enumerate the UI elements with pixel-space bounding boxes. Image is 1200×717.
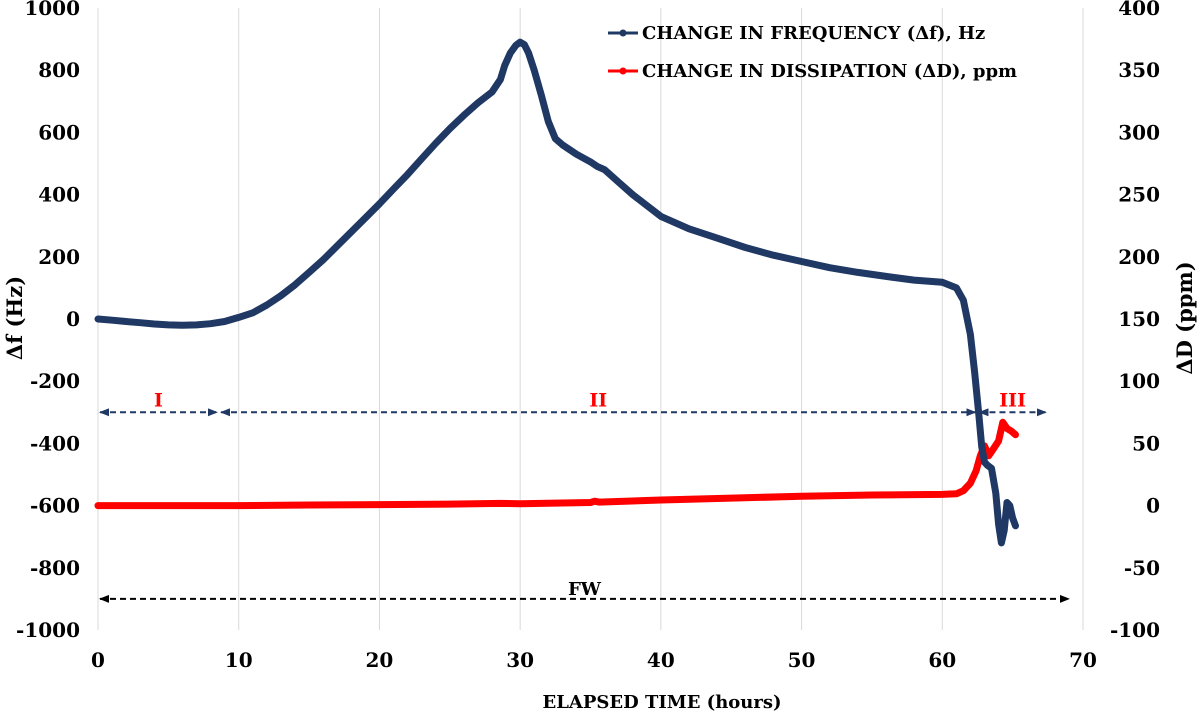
y2-axis-title: ΔD (ppm): [1172, 261, 1197, 374]
x-tick-label: 0: [91, 648, 105, 672]
y-tick-label: -600: [30, 494, 80, 518]
y2-axis-ticks: -100 -50 0 50 100 150 200 250 300 350 400: [1110, 0, 1160, 642]
y-tick-label: 600: [38, 120, 80, 144]
series-line-frequency: [94, 38, 1019, 547]
y-tick-label: 800: [38, 58, 80, 82]
y2-tick-label: 400: [1118, 0, 1160, 20]
x-tick-label: 50: [788, 648, 816, 672]
x-tick-label: 30: [506, 648, 534, 672]
y2-tick-label: -100: [1110, 618, 1160, 642]
y2-tick-label: 50: [1132, 431, 1160, 455]
y2-tick-label: 250: [1118, 183, 1160, 207]
x-tick-label: 70: [1069, 648, 1097, 672]
y-axis-ticks: -1000 -800 -600 -400 -200 0 200 400 600 800 1000: [16, 0, 80, 642]
region-label-1: I: [154, 389, 163, 411]
y-tick-label: -800: [30, 556, 80, 580]
region-label-3: III: [999, 389, 1026, 411]
x-axis-ticks: 0 10 20 30 40 50 60 70: [91, 648, 1097, 672]
y2-tick-label: 150: [1118, 307, 1160, 331]
legend-label-frequency: CHANGE IN FREQUENCY (Δf), Hz: [642, 23, 985, 44]
region-label-2: II: [589, 389, 607, 411]
x-tick-label: 10: [225, 648, 253, 672]
gridlines: [97, 8, 1084, 630]
y-axis-title: Δf (Hz): [2, 276, 27, 360]
series-line-dissipation: [94, 418, 1019, 510]
legend-marker-dissipation: [619, 67, 627, 75]
y2-tick-label: 350: [1118, 58, 1160, 82]
y-tick-label: 400: [38, 183, 80, 207]
x-tick-label: 20: [366, 648, 394, 672]
y2-tick-label: 300: [1118, 120, 1160, 144]
legend-marker-frequency: [619, 29, 627, 37]
y2-tick-label: 100: [1118, 369, 1160, 393]
y2-tick-label: 0: [1146, 494, 1160, 518]
legend-label-dissipation: CHANGE IN DISSIPATION (ΔD), ppm: [642, 61, 1017, 82]
y-tick-label: -400: [30, 431, 80, 455]
y2-tick-label: -50: [1124, 556, 1160, 580]
y-tick-label: 0: [66, 307, 80, 331]
x-axis-title: ELAPSED TIME (hours): [542, 692, 781, 713]
y2-tick-label: 200: [1118, 245, 1160, 269]
y-tick-label: -1000: [16, 618, 80, 642]
legend: CHANGE IN FREQUENCY (Δf), Hz CHANGE IN D…: [608, 23, 1017, 82]
y-tick-label: 1000: [24, 0, 80, 20]
y-tick-label: -200: [30, 369, 80, 393]
fw-span-label: FW: [568, 579, 602, 600]
x-tick-label: 40: [647, 648, 675, 672]
y-tick-label: 200: [38, 245, 80, 269]
x-tick-label: 60: [928, 648, 956, 672]
series-layer: [94, 38, 1019, 547]
